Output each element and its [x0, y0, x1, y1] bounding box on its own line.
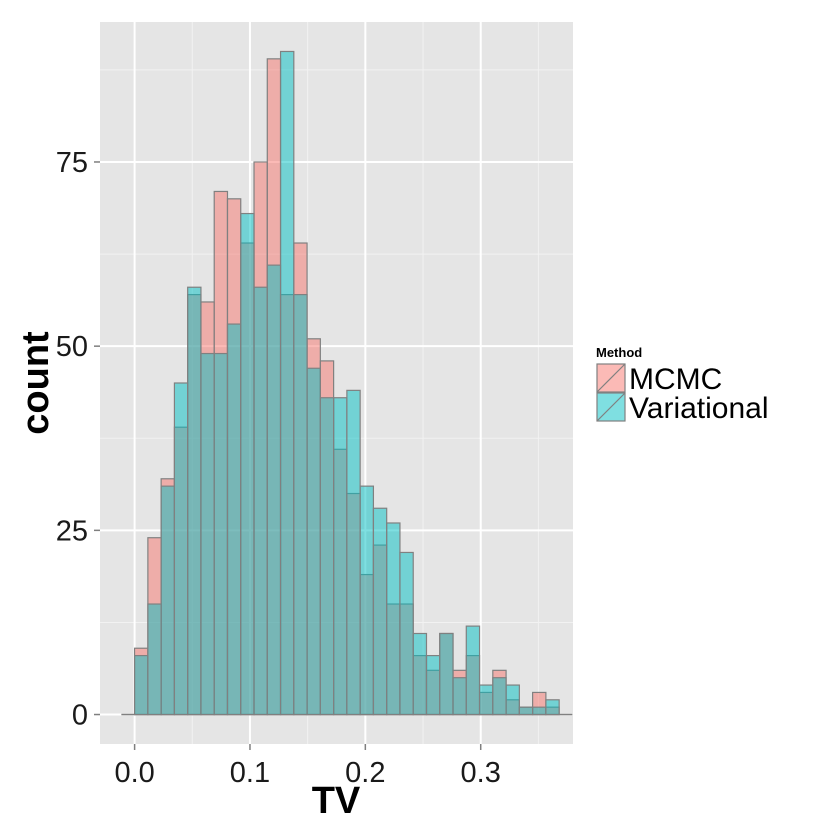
bar-variational-25: [465, 625, 481, 716]
bar-variational-0: [134, 654, 149, 716]
bar-variational-2: [160, 485, 176, 716]
bar-variational-26: [478, 684, 494, 716]
x-axis-title: TV: [312, 780, 361, 822]
bar-variational-24: [452, 677, 467, 716]
bar-variational-15: [333, 397, 348, 716]
bar-variational-31: [545, 699, 560, 716]
bar-variational-12: [293, 293, 308, 716]
legend-label-variational: Variational: [629, 392, 769, 425]
x-axis-ticks: 0.0 0.1 0.2 0.3: [114, 744, 501, 789]
bar-variational-8: [240, 212, 255, 716]
x-tick-label: 0.1: [230, 757, 270, 789]
bar-variational-30: [532, 706, 547, 716]
bar-variational-19: [386, 522, 401, 716]
histogram-bars: [121, 50, 573, 716]
bar-variational-5: [200, 352, 215, 716]
bar-variational-6: [213, 352, 229, 716]
bar-variational-21: [412, 632, 428, 716]
legend-key-mcmc-slash: [596, 363, 626, 393]
bar-variational-10: [266, 264, 282, 716]
bar-variational-23: [439, 632, 454, 716]
bar-variational-17: [359, 485, 375, 716]
bar-variational-11: [279, 50, 295, 716]
bar-variational-9: [253, 286, 268, 716]
bar-variational-13: [306, 367, 321, 716]
y-tick-label: 75: [56, 147, 88, 179]
y-tick-label: 50: [56, 331, 88, 363]
x-tick-label: 0.2: [345, 757, 385, 789]
bar-variational-4: [187, 286, 202, 716]
bar-variational-16: [346, 389, 361, 716]
bar-variational-3: [173, 382, 189, 716]
bar-variational-22: [425, 654, 441, 716]
y-axis-ticks: 0 25 50 75: [56, 147, 100, 732]
legend-label-mcmc: MCMC: [629, 363, 722, 396]
bar-variational-27: [492, 677, 507, 716]
bar-variational-1: [147, 603, 162, 716]
legend: Method MCMC Variational: [596, 345, 769, 425]
bar-variational-28: [505, 684, 520, 716]
x-tick-label: 0.0: [114, 757, 154, 789]
legend-title: Method: [596, 345, 642, 360]
bar-variational-7: [226, 323, 242, 716]
y-tick-label: 25: [56, 515, 88, 547]
bar-variational-18: [372, 507, 388, 716]
legend-item-variational: Variational: [596, 392, 769, 425]
legend-key-variational-slash: [596, 392, 626, 422]
y-axis-title: count: [15, 331, 57, 435]
y-tick-label: 0: [72, 700, 88, 732]
bar-variational-14: [319, 397, 335, 716]
legend-item-mcmc: MCMC: [596, 363, 722, 396]
bar-variational-29: [518, 706, 534, 716]
x-tick-label: 0.3: [461, 757, 501, 789]
bar-variational-20: [399, 551, 414, 716]
